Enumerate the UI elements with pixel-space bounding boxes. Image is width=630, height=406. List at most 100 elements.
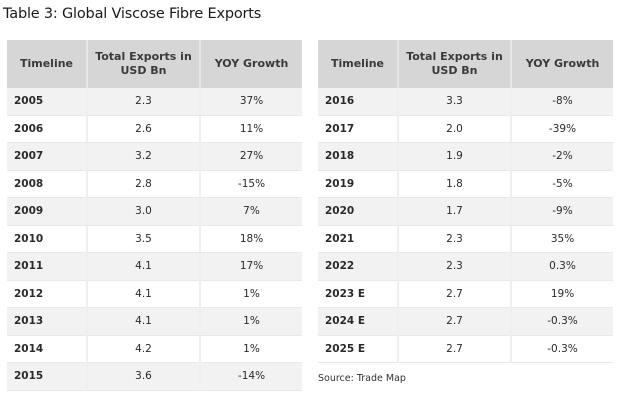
cell-yoy-growth: 27% (200, 142, 302, 171)
header-total-exports: Total Exports in USD Bn (398, 40, 512, 88)
table-row: 2024 E 2.7 -0.3% (318, 307, 613, 336)
cell-yoy-growth: -8% (511, 88, 613, 116)
cell-year: 2019 (318, 170, 399, 198)
cell-total-exports: 1.9 (398, 142, 512, 171)
table-row: 2008 2.8 -15% (7, 170, 302, 198)
cell-year: 2006 (7, 115, 88, 143)
cell-yoy-growth: 35% (511, 225, 613, 253)
table-row: 2019 1.8 -5% (318, 170, 613, 198)
cell-year: 2024 E (318, 307, 399, 336)
table-body-left: 2005 2.3 37% 2006 2.6 11% 2007 3.2 27% 2008 2.8 -15… (7, 88, 302, 391)
cell-year: 2023 E (318, 280, 399, 308)
table-row: 2018 1.9 -2% (318, 142, 613, 171)
cell-year: 2005 (7, 88, 88, 116)
cell-year: 2010 (7, 225, 88, 253)
table-row: 2022 2.3 0.3% (318, 252, 613, 281)
table-header-row: Timeline Total Exports in USD Bn YOY Grow… (318, 40, 613, 88)
header-total-exports-line1: Total Exports in (406, 50, 503, 63)
table-row: 2016 3.3 -8% (318, 88, 613, 116)
table-header-row: Timeline Total Exports in USD Bn YOY Grow… (7, 40, 302, 88)
cell-total-exports: 1.7 (398, 197, 512, 226)
cell-yoy-growth: -5% (511, 170, 613, 198)
cell-total-exports: 4.1 (87, 307, 201, 336)
cell-total-exports: 4.2 (87, 335, 201, 363)
cell-year: 2008 (7, 170, 88, 198)
cell-year: 2011 (7, 252, 88, 281)
cell-yoy-growth: 7% (200, 197, 302, 226)
cell-total-exports: 4.1 (87, 280, 201, 308)
header-total-exports-line1: Total Exports in (95, 50, 192, 63)
cell-year: 2021 (318, 225, 399, 253)
cell-yoy-growth: 0.3% (511, 252, 613, 281)
table-row: 2007 3.2 27% (7, 142, 302, 171)
cell-total-exports: 2.6 (87, 115, 201, 143)
source-note: Source: Trade Map (318, 373, 406, 384)
header-timeline: Timeline (318, 40, 399, 88)
cell-total-exports: 3.5 (87, 225, 201, 253)
cell-yoy-growth: 11% (200, 115, 302, 143)
cell-year: 2014 (7, 335, 88, 363)
header-yoy-growth: YOY Growth (200, 40, 302, 88)
cell-total-exports: 2.7 (398, 280, 512, 308)
cell-yoy-growth: -2% (511, 142, 613, 171)
cell-yoy-growth: -15% (200, 170, 302, 198)
cell-total-exports: 3.0 (87, 197, 201, 226)
cell-yoy-growth: -39% (511, 115, 613, 143)
cell-total-exports: 4.1 (87, 252, 201, 281)
cell-year: 2018 (318, 142, 399, 171)
cell-yoy-growth: -0.3% (511, 335, 613, 363)
cell-yoy-growth: -14% (200, 362, 302, 391)
cell-yoy-growth: -0.3% (511, 307, 613, 336)
table-row: 2015 3.6 -14% (7, 362, 302, 391)
header-total-exports: Total Exports in USD Bn (87, 40, 201, 88)
cell-total-exports: 1.8 (398, 170, 512, 198)
cell-total-exports: 3.3 (398, 88, 512, 116)
table-row: 2021 2.3 35% (318, 225, 613, 253)
cell-total-exports: 2.7 (398, 335, 512, 363)
cell-yoy-growth: 18% (200, 225, 302, 253)
cell-yoy-growth: 19% (511, 280, 613, 308)
table-row: 2023 E 2.7 19% (318, 280, 613, 308)
table-row: 2005 2.3 37% (7, 88, 302, 116)
cell-yoy-growth: 17% (200, 252, 302, 281)
cell-total-exports: 2.7 (398, 307, 512, 336)
cell-year: 2012 (7, 280, 88, 308)
exports-table-left: Timeline Total Exports in USD Bn YOY Grow… (7, 40, 302, 391)
cell-year: 2015 (7, 362, 88, 391)
cell-yoy-growth: 1% (200, 307, 302, 336)
table-row: 2011 4.1 17% (7, 252, 302, 281)
cell-yoy-growth: 37% (200, 88, 302, 116)
table-row: 2020 1.7 -9% (318, 197, 613, 226)
table-row: 2017 2.0 -39% (318, 115, 613, 143)
table-row: 2013 4.1 1% (7, 307, 302, 336)
cell-total-exports: 2.8 (87, 170, 201, 198)
cell-yoy-growth: -9% (511, 197, 613, 226)
exports-table-right: Timeline Total Exports in USD Bn YOY Grow… (318, 40, 613, 363)
cell-year: 2025 E (318, 335, 399, 363)
table-body-right: 2016 3.3 -8% 2017 2.0 -39% 2018 1.9 -2% 2019 1.8 -5… (318, 88, 613, 363)
table-row: 2025 E 2.7 -0.3% (318, 335, 613, 363)
cell-total-exports: 2.3 (398, 252, 512, 281)
cell-year: 2022 (318, 252, 399, 281)
cell-year: 2007 (7, 142, 88, 171)
cell-total-exports: 3.2 (87, 142, 201, 171)
cell-total-exports: 2.3 (87, 88, 201, 116)
table-row: 2009 3.0 7% (7, 197, 302, 226)
table-row: 2010 3.5 18% (7, 225, 302, 253)
cell-total-exports: 2.3 (398, 225, 512, 253)
table-row: 2012 4.1 1% (7, 280, 302, 308)
cell-year: 2009 (7, 197, 88, 226)
cell-year: 2017 (318, 115, 399, 143)
table-row: 2006 2.6 11% (7, 115, 302, 143)
cell-yoy-growth: 1% (200, 335, 302, 363)
cell-year: 2016 (318, 88, 399, 116)
cell-year: 2020 (318, 197, 399, 226)
header-total-exports-line2: USD Bn (431, 64, 478, 77)
cell-total-exports: 3.6 (87, 362, 201, 391)
cell-total-exports: 2.0 (398, 115, 512, 143)
header-yoy-growth: YOY Growth (511, 40, 613, 88)
table-caption: Table 3: Global Viscose Fibre Exports (3, 6, 262, 22)
cell-year: 2013 (7, 307, 88, 336)
cell-yoy-growth: 1% (200, 280, 302, 308)
table-row: 2014 4.2 1% (7, 335, 302, 363)
